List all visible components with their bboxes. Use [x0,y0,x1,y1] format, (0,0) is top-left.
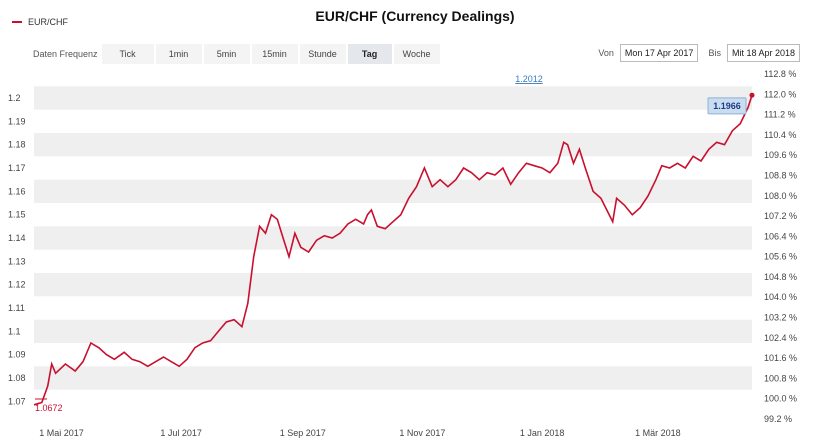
grid-band [34,273,752,297]
grid-band [34,133,752,157]
from-date-input[interactable]: Mon 17 Apr 2017 [619,44,699,62]
frequency-selector: Daten Frequenz Tick 1min 5min 15min Stun… [33,44,442,64]
grid-band [34,226,752,250]
y-right-tick-label: 99.2 % [764,414,792,424]
y-right-tick-label: 104.0 % [764,292,797,302]
y-right-tick-label: 108.0 % [764,191,797,201]
freq-woche-button[interactable]: Woche [393,44,440,64]
freq-15min-button[interactable]: 15min [251,44,298,64]
frequency-label: Daten Frequenz [33,49,98,59]
y-right-tick-label: 112.8 % [764,69,796,79]
y-left-tick-label: 1.17 [8,163,26,173]
x-tick-label: 1 Jul 2017 [160,428,202,438]
y-left-tick-label: 1.1 [8,326,21,336]
chart-title: EUR/CHF (Currency Dealings) [315,8,515,24]
y-right-tick-label: 107.2 % [764,211,797,221]
x-tick-label: 1 Mär 2018 [635,428,681,438]
y-left-tick-label: 1.13 [8,256,26,266]
last-point-marker [749,92,755,98]
y-right-tick-label: 108.8 % [764,170,797,180]
high-value-label: 1.2012 [515,74,543,84]
grid-band [34,366,752,390]
last-value-badge [707,97,747,115]
y-left-tick-label: 1.19 [8,116,26,126]
x-tick-label: 1 Mai 2017 [39,428,84,438]
y-left-tick-label: 1.14 [8,233,26,243]
y-left-tick-label: 1.18 [8,140,26,150]
grid-band [34,319,752,343]
eurchf-series-line [33,94,753,406]
y-right-tick-label: 103.2 % [764,313,797,323]
y-left-tick-label: 1.15 [8,210,26,220]
to-date-input[interactable]: Mit 18 Apr 2018 [726,44,800,62]
y-right-tick-label: 111.2 % [764,110,796,120]
y-left-tick-label: 1.09 [8,350,26,360]
y-left-tick-label: 1.07 [8,396,26,406]
y-right-tick-label: 100.8 % [764,373,797,383]
y-left-tick-label: 1.12 [8,280,26,290]
y-right-tick-label: 106.4 % [764,231,797,241]
x-tick-label: 1 Jan 2018 [520,428,565,438]
legend-swatch [12,21,22,23]
x-tick-label: 1 Nov 2017 [399,428,445,438]
y-left-tick-label: 1.16 [8,186,26,196]
grid-band [34,86,752,110]
legend[interactable]: EUR/CHF [12,17,68,27]
y-right-tick-label: 109.6 % [764,150,797,160]
y-right-tick-label: 104.8 % [764,272,797,282]
y-right-tick-label: 101.6 % [764,353,797,363]
freq-1min-button[interactable]: 1min [155,44,202,64]
from-label: Von [598,48,614,58]
x-tick-label: 1 Sep 2017 [280,428,326,438]
last-value-label: 1.1966 [713,101,741,111]
y-right-tick-label: 112.0 % [764,89,796,99]
y-right-tick-label: 100.0 % [764,394,797,404]
to-label: Bis [708,48,721,58]
y-right-tick-label: 102.4 % [764,333,797,343]
y-right-tick-label: 105.6 % [764,252,797,262]
y-right-tick-label: 110.4 % [764,130,796,140]
y-left-tick-label: 1.11 [8,303,25,313]
freq-tag-button[interactable]: Tag [347,44,392,64]
freq-5min-button[interactable]: 5min [203,44,250,64]
freq-tick-button[interactable]: Tick [101,44,154,64]
legend-label: EUR/CHF [28,17,68,27]
y-left-tick-label: 1.08 [8,373,26,383]
grid-band [34,179,752,203]
freq-stunde-button[interactable]: Stunde [299,44,346,64]
date-range: Von Mon 17 Apr 2017 Bis Mit 18 Apr 2018 [598,44,800,62]
low-value-label: 1.0672 [35,403,63,413]
y-left-tick-label: 1.2 [8,93,21,103]
